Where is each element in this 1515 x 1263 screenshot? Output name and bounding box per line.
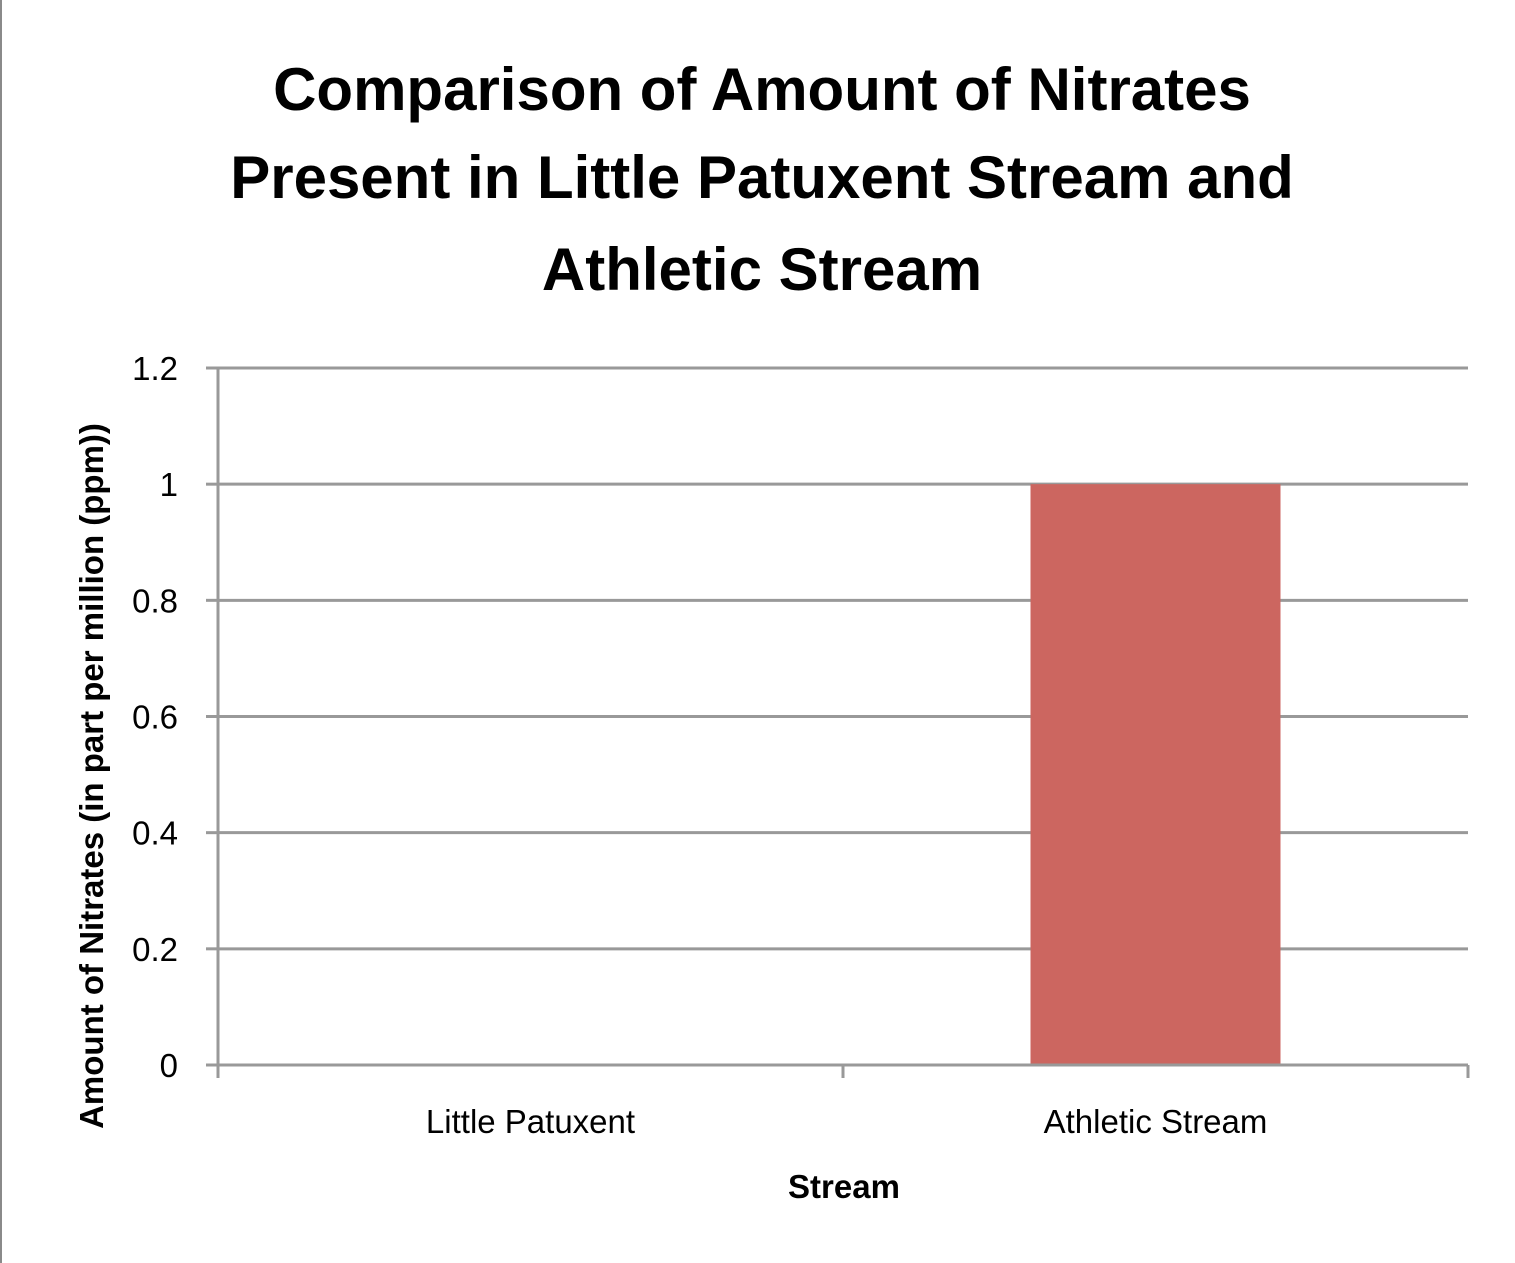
chart-title-line-1: Comparison of Amount of Nitrates	[273, 56, 1251, 123]
chart-title: Comparison of Amount of Nitrates Present…	[230, 56, 1294, 303]
bars	[1030, 484, 1281, 1066]
x-tick-label: Athletic Stream	[1044, 1103, 1268, 1140]
y-tick-label: 0.2	[132, 931, 178, 968]
x-tick-labels: Little Patuxent Athletic Stream	[426, 1103, 1267, 1140]
x-axis-title: Stream	[788, 1168, 900, 1205]
y-tick-label: 1.2	[132, 350, 178, 387]
y-tick-label: 0.6	[132, 699, 178, 736]
chart-title-line-3: Athletic Stream	[542, 236, 982, 303]
axes	[206, 366, 1470, 1078]
y-tick-label: 0.4	[132, 815, 178, 852]
x-tick-label: Little Patuxent	[426, 1103, 635, 1140]
y-tick-label: 0	[160, 1047, 178, 1084]
y-tick-labels: 0 0.2 0.4 0.6 0.8 1 1.2	[132, 350, 178, 1084]
bar	[1030, 484, 1281, 1066]
y-tick-label: 0.8	[132, 582, 178, 619]
chart-title-line-2: Present in Little Patuxent Stream and	[230, 144, 1294, 211]
y-tick-label: 1	[160, 466, 178, 503]
y-axis-title: Amount of Nitrates (in part per million …	[73, 423, 110, 1129]
